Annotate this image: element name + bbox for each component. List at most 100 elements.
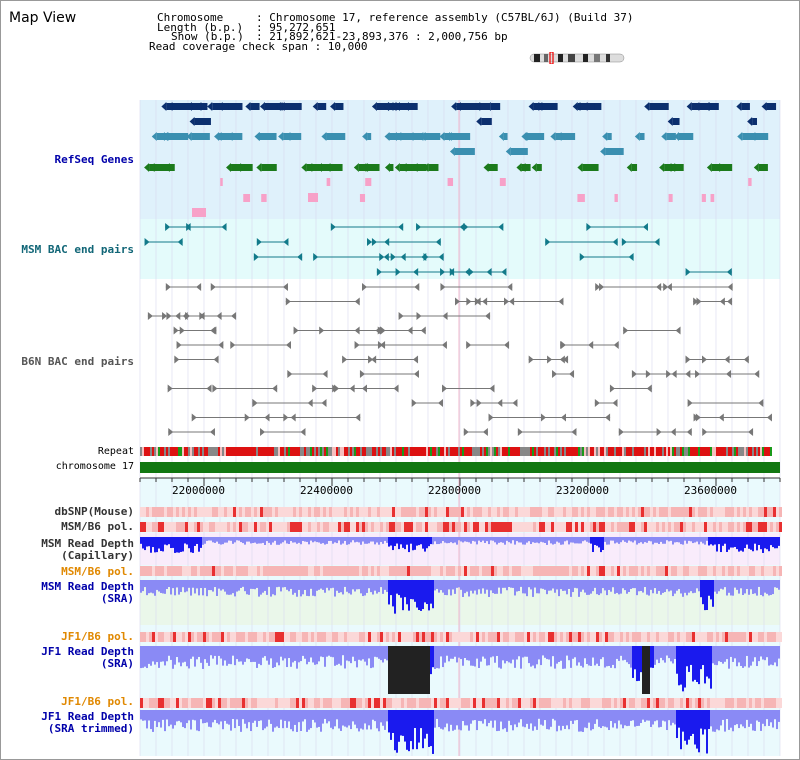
msm-sra-depth-bar [634, 580, 636, 589]
msm-sra-depth-bar [232, 580, 234, 594]
jf1-trim-depth-bar [692, 710, 694, 734]
msm-sra-depth-bar [498, 580, 500, 588]
jf1-pol-cell [416, 632, 419, 642]
jf1-trim-depth-bar [426, 710, 428, 734]
track-label-msm-pol-1[interactable]: MSM/B6 pol. [61, 520, 134, 533]
gene-arrow [556, 132, 562, 141]
dbsnp-cell [500, 507, 503, 517]
track-label-refseq[interactable]: RefSeq Genes [54, 153, 134, 166]
msm-pol2-cell [503, 566, 506, 576]
jf1-sra-depth-bar [582, 646, 584, 668]
msm-pol2-cell [653, 566, 656, 576]
repeat-block [334, 447, 336, 456]
msm-cap-depth-bar [614, 537, 616, 544]
msm-cap-depth-bar [608, 537, 610, 545]
jf1-pol-cell [740, 632, 743, 642]
track-label-b6n-bac[interactable]: B6N BAC end pairs [21, 355, 134, 368]
jf1-pol2-cell [200, 698, 203, 708]
jf1-trim-depth-bar [208, 710, 210, 727]
msm-pol2-cell [749, 566, 752, 576]
msm-pol2-cell [671, 566, 674, 576]
repeat-block [570, 447, 572, 456]
jf1-sra-depth-bar [524, 646, 526, 657]
gene-arrow [149, 163, 155, 172]
jf1-pol-cell [200, 632, 203, 642]
jf1-pol2-cell [770, 698, 773, 708]
msm-pol-cell [623, 522, 626, 532]
dbsnp-cell [329, 507, 332, 517]
repeat-block [640, 447, 642, 456]
jf1-pol-cell [362, 632, 365, 642]
jf1-sra-depth-bar [702, 646, 704, 666]
jf1-pol-cell [281, 632, 284, 642]
msm-sra-depth-bar [606, 580, 608, 596]
msm-pol-cell [350, 522, 353, 532]
msm-pol2-cell [176, 566, 179, 576]
track-label-jf1-depth-sra[interactable]: JF1 Read Depth [41, 645, 134, 658]
jf1-sra-depth-bar [200, 646, 202, 663]
repeat-block [708, 447, 710, 456]
gene-feature [631, 164, 638, 171]
msm-pol-cell [638, 522, 641, 532]
msm-sra-depth-bar [614, 580, 616, 594]
msm-sra-depth-bar [460, 580, 462, 590]
msm-cap-depth-bar [174, 537, 176, 553]
msm-sra-depth-bar [768, 580, 770, 596]
jf1-pol-cell [440, 632, 443, 642]
b6n-bac-end [321, 399, 327, 407]
b6n-bac-end [167, 384, 173, 393]
track-label-jf1-pol-2[interactable]: JF1/B6 pol. [61, 695, 134, 708]
track-label-msm-depth-sra[interactable]: MSM Read Depth [41, 580, 134, 593]
b6n-bac-end [563, 355, 569, 364]
gene-feature [510, 148, 528, 155]
jf1-trim-depth-bar [418, 710, 420, 743]
track-label-dbsnp[interactable]: dbSNP(Mouse) [54, 505, 134, 518]
msm-pol2-cell [398, 566, 401, 576]
dbsnp-cell [608, 507, 611, 517]
jf1-pol-cell [176, 632, 179, 642]
msm-cap-depth-bar [354, 537, 356, 543]
msm-sra-depth-bar [588, 580, 590, 595]
jf1-trim-depth-bar [344, 710, 346, 727]
msm-sra-depth-bar [146, 580, 148, 596]
msm-sra-depth-bar [176, 580, 178, 588]
jf1-pol-cell [383, 632, 386, 642]
gene-feature [542, 103, 558, 110]
track-label-jf1-pol-1[interactable]: JF1/B6 pol. [61, 630, 134, 643]
track-label-msm-depth-sra-sub: (SRA) [100, 592, 134, 605]
jf1-pol-cell [494, 632, 497, 642]
jf1-pol-cell [356, 632, 359, 642]
msm-cap-depth-bar [330, 537, 332, 541]
track-label-msm-pol-2[interactable]: MSM/B6 pol. [61, 565, 134, 578]
dbsnp-cell [572, 507, 575, 517]
msm-pol-cell [611, 522, 614, 532]
jf1-sra-depth-bar [258, 646, 260, 664]
msm-pol2-cell [458, 566, 461, 576]
jf1-pol-cell [710, 632, 713, 642]
jf1-pol-cell [206, 632, 209, 642]
dbsnp-cell [386, 507, 389, 517]
gene-feature [525, 164, 531, 171]
msm-cap-depth-bar [594, 537, 596, 545]
msm-pol-cell [584, 522, 587, 532]
msm-bac-end [628, 253, 634, 261]
dbsnp-cell [320, 507, 323, 517]
repeat-block [316, 447, 318, 456]
gene-feature [444, 133, 455, 140]
gene-arrow [505, 147, 511, 156]
msm-sra-depth-bar [364, 580, 366, 596]
msm-pol2-cell [467, 566, 470, 576]
chromosome-ideogram[interactable] [528, 52, 628, 64]
msm-sra-depth-bar [360, 580, 362, 594]
track-label-jf1-depth-trim[interactable]: JF1 Read Depth [41, 710, 134, 723]
msm-pol2-cell [497, 566, 500, 576]
msm-pol2-cell [473, 566, 476, 576]
msm-pol2-cell [362, 566, 365, 576]
repeat-block [204, 447, 206, 456]
jf1-sra-depth-bar [212, 646, 214, 659]
msm-cap-depth-bar [698, 537, 700, 545]
track-label-msm-depth-cap[interactable]: MSM Read Depth [41, 537, 134, 550]
msm-sra-depth-bar [352, 580, 354, 590]
track-label-msm-bac[interactable]: MSM BAC end pairs [21, 243, 134, 256]
